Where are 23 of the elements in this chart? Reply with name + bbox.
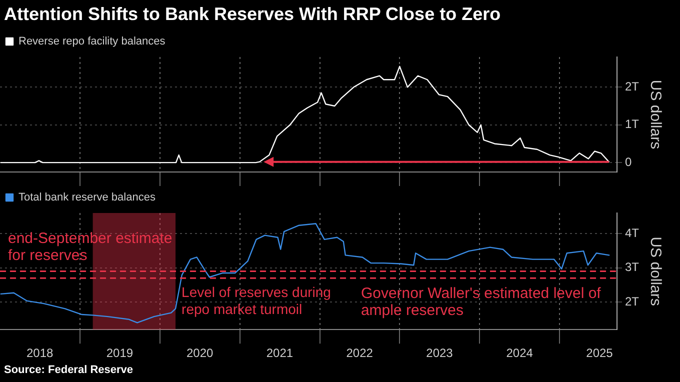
- ref-line-label: Governor Waller's estimated level of ample reserves: [360, 284, 602, 319]
- y-tick-label: 3T: [624, 260, 640, 274]
- y-tick-label: 4T: [624, 226, 640, 240]
- chart-title: Attention Shifts to Bank Reserves With RRP Close to Zero: [3, 3, 502, 26]
- x-tick-label: 2020: [186, 346, 214, 360]
- x-tick-label: 2018: [26, 346, 54, 360]
- y-tick-label: 2T: [624, 79, 640, 94]
- y-axis-title: US dollars: [646, 236, 664, 306]
- y-tick-label: 2T: [624, 294, 640, 308]
- x-tick-label: 2023: [426, 346, 454, 360]
- source-note: Source: Federal Reserve: [3, 364, 134, 376]
- x-tick-label: 2021: [266, 346, 294, 360]
- legend-label: Total bank reserve balances: [18, 192, 156, 204]
- y-tick-label: 1T: [624, 117, 640, 132]
- x-tick-label: 2022: [346, 346, 374, 360]
- x-tick-label: 2025: [586, 346, 614, 360]
- legend-label: Reverse repo facility balances: [18, 36, 166, 48]
- y-tick-label: 0: [624, 154, 632, 169]
- ref-line-label: end-September estimate for reserves: [8, 230, 172, 264]
- x-tick-label: 2024: [506, 346, 534, 360]
- x-tick-label: 2019: [106, 346, 134, 360]
- y-axis-title: US dollars: [646, 80, 664, 150]
- band-label: Level of reserves during repo market turmoil: [182, 284, 331, 318]
